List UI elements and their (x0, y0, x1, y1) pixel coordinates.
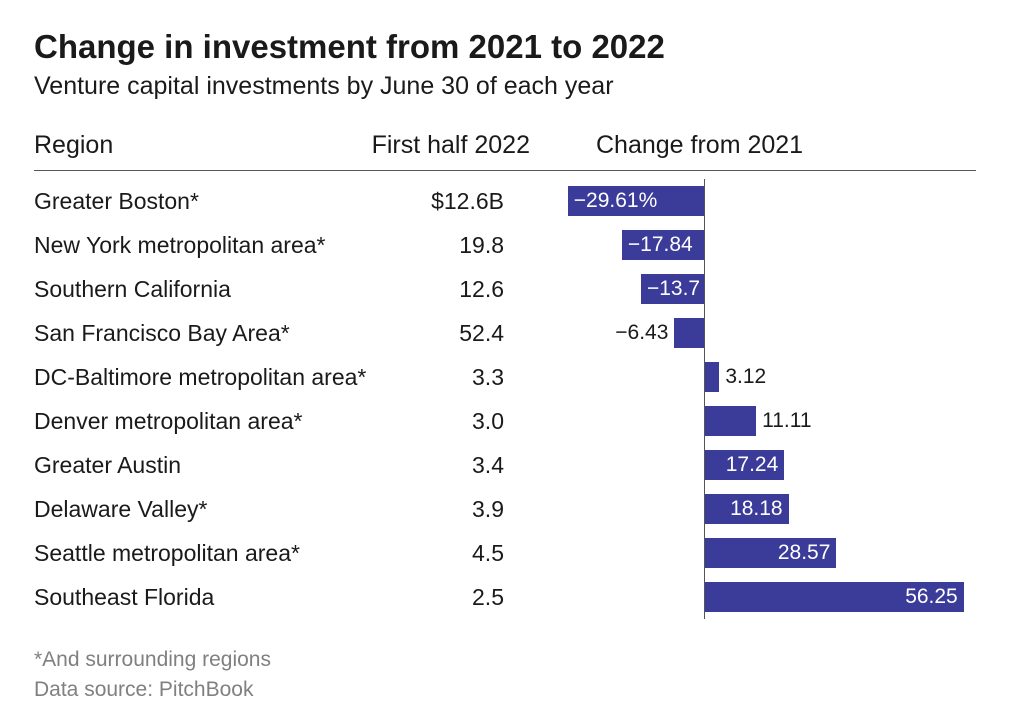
zero-axis (704, 223, 705, 267)
zero-axis (704, 311, 705, 355)
header-change: Change from 2021 (544, 131, 976, 160)
chart-container: Change in investment from 2021 to 2022 V… (0, 0, 1010, 706)
bar-cell: 17.24 (544, 443, 976, 487)
bar-cell: −29.61% (544, 179, 976, 223)
region-cell: DC-Baltimore metropolitan area* (34, 364, 344, 391)
value-cell: 52.4 (344, 320, 544, 347)
bar-label: −6.43 (615, 321, 668, 345)
region-cell: Greater Austin (34, 452, 344, 479)
bar-label: −13.7 (647, 277, 700, 301)
zero-axis (704, 179, 705, 223)
bar-label: 18.18 (730, 497, 783, 521)
footnote-surrounding: *And surrounding regions (34, 645, 976, 675)
table-row: Seattle metropolitan area*4.5 28.57 (34, 531, 976, 575)
region-cell: New York metropolitan area* (34, 232, 344, 259)
region-cell: Greater Boston* (34, 188, 344, 215)
zero-axis (704, 267, 705, 311)
bar-cell: 18.18 (544, 487, 976, 531)
bar-label: 3.12 (725, 365, 766, 389)
bar-cell: −13.7 (544, 267, 976, 311)
table-row: Southeast Florida2.5 56.25 (34, 575, 976, 619)
region-cell: Southern California (34, 276, 344, 303)
table-row: DC-Baltimore metropolitan area*3.3 3.12 (34, 355, 976, 399)
bar-label: −29.61% (574, 189, 658, 213)
header-value: First half 2022 (344, 131, 544, 160)
bar-cell: 11.11 (544, 399, 976, 443)
bar-cell: −6.43 (544, 311, 976, 355)
chart-title: Change in investment from 2021 to 2022 (34, 28, 976, 66)
bar-cell: 28.57 (544, 531, 976, 575)
bar-label: 17.24 (726, 453, 779, 477)
bar-label: −17.84 (628, 233, 693, 257)
bar-label: 11.11 (762, 409, 811, 433)
value-cell: 12.6 (344, 276, 544, 303)
table-row: Southern California12.6 −13.7 (34, 267, 976, 311)
table-row: Denver metropolitan area*3.0 11.11 (34, 399, 976, 443)
bar-cell: 3.12 (544, 355, 976, 399)
bar (705, 362, 719, 392)
footnote-source: Data source: PitchBook (34, 675, 976, 705)
bar-cell: 56.25 (544, 575, 976, 619)
region-cell: San Francisco Bay Area* (34, 320, 344, 347)
header-region: Region (34, 131, 344, 160)
table-row: Greater Austin3.4 17.24 (34, 443, 976, 487)
region-cell: Seattle metropolitan area* (34, 540, 344, 567)
region-cell: Denver metropolitan area* (34, 408, 344, 435)
bar (674, 318, 704, 348)
value-cell: 3.0 (344, 408, 544, 435)
table-row: New York metropolitan area*19.8 −17.84 (34, 223, 976, 267)
value-cell: 3.3 (344, 364, 544, 391)
chart-subtitle: Venture capital investments by June 30 o… (34, 72, 976, 101)
value-cell: 3.9 (344, 496, 544, 523)
region-cell: Delaware Valley* (34, 496, 344, 523)
region-cell: Southeast Florida (34, 584, 344, 611)
table-row: Greater Boston*$12.6B −29.61% (34, 179, 976, 223)
value-cell: 4.5 (344, 540, 544, 567)
value-cell: 3.4 (344, 452, 544, 479)
bar-label: 28.57 (778, 541, 831, 565)
bar-label: 56.25 (905, 585, 958, 609)
value-cell: $12.6B (344, 188, 544, 215)
table-body: Greater Boston*$12.6B −29.61% New York met… (34, 171, 976, 619)
bar (705, 406, 756, 436)
bar-cell: −17.84 (544, 223, 976, 267)
table-row: Delaware Valley*3.9 18.18 (34, 487, 976, 531)
chart-table: Region First half 2022 Change from 2021 … (34, 131, 976, 619)
value-cell: 19.8 (344, 232, 544, 259)
table-row: San Francisco Bay Area*52.4 −6.43 (34, 311, 976, 355)
footnote: *And surrounding regions Data source: Pi… (34, 645, 976, 706)
table-header-row: Region First half 2022 Change from 2021 (34, 131, 976, 171)
value-cell: 2.5 (344, 584, 544, 611)
